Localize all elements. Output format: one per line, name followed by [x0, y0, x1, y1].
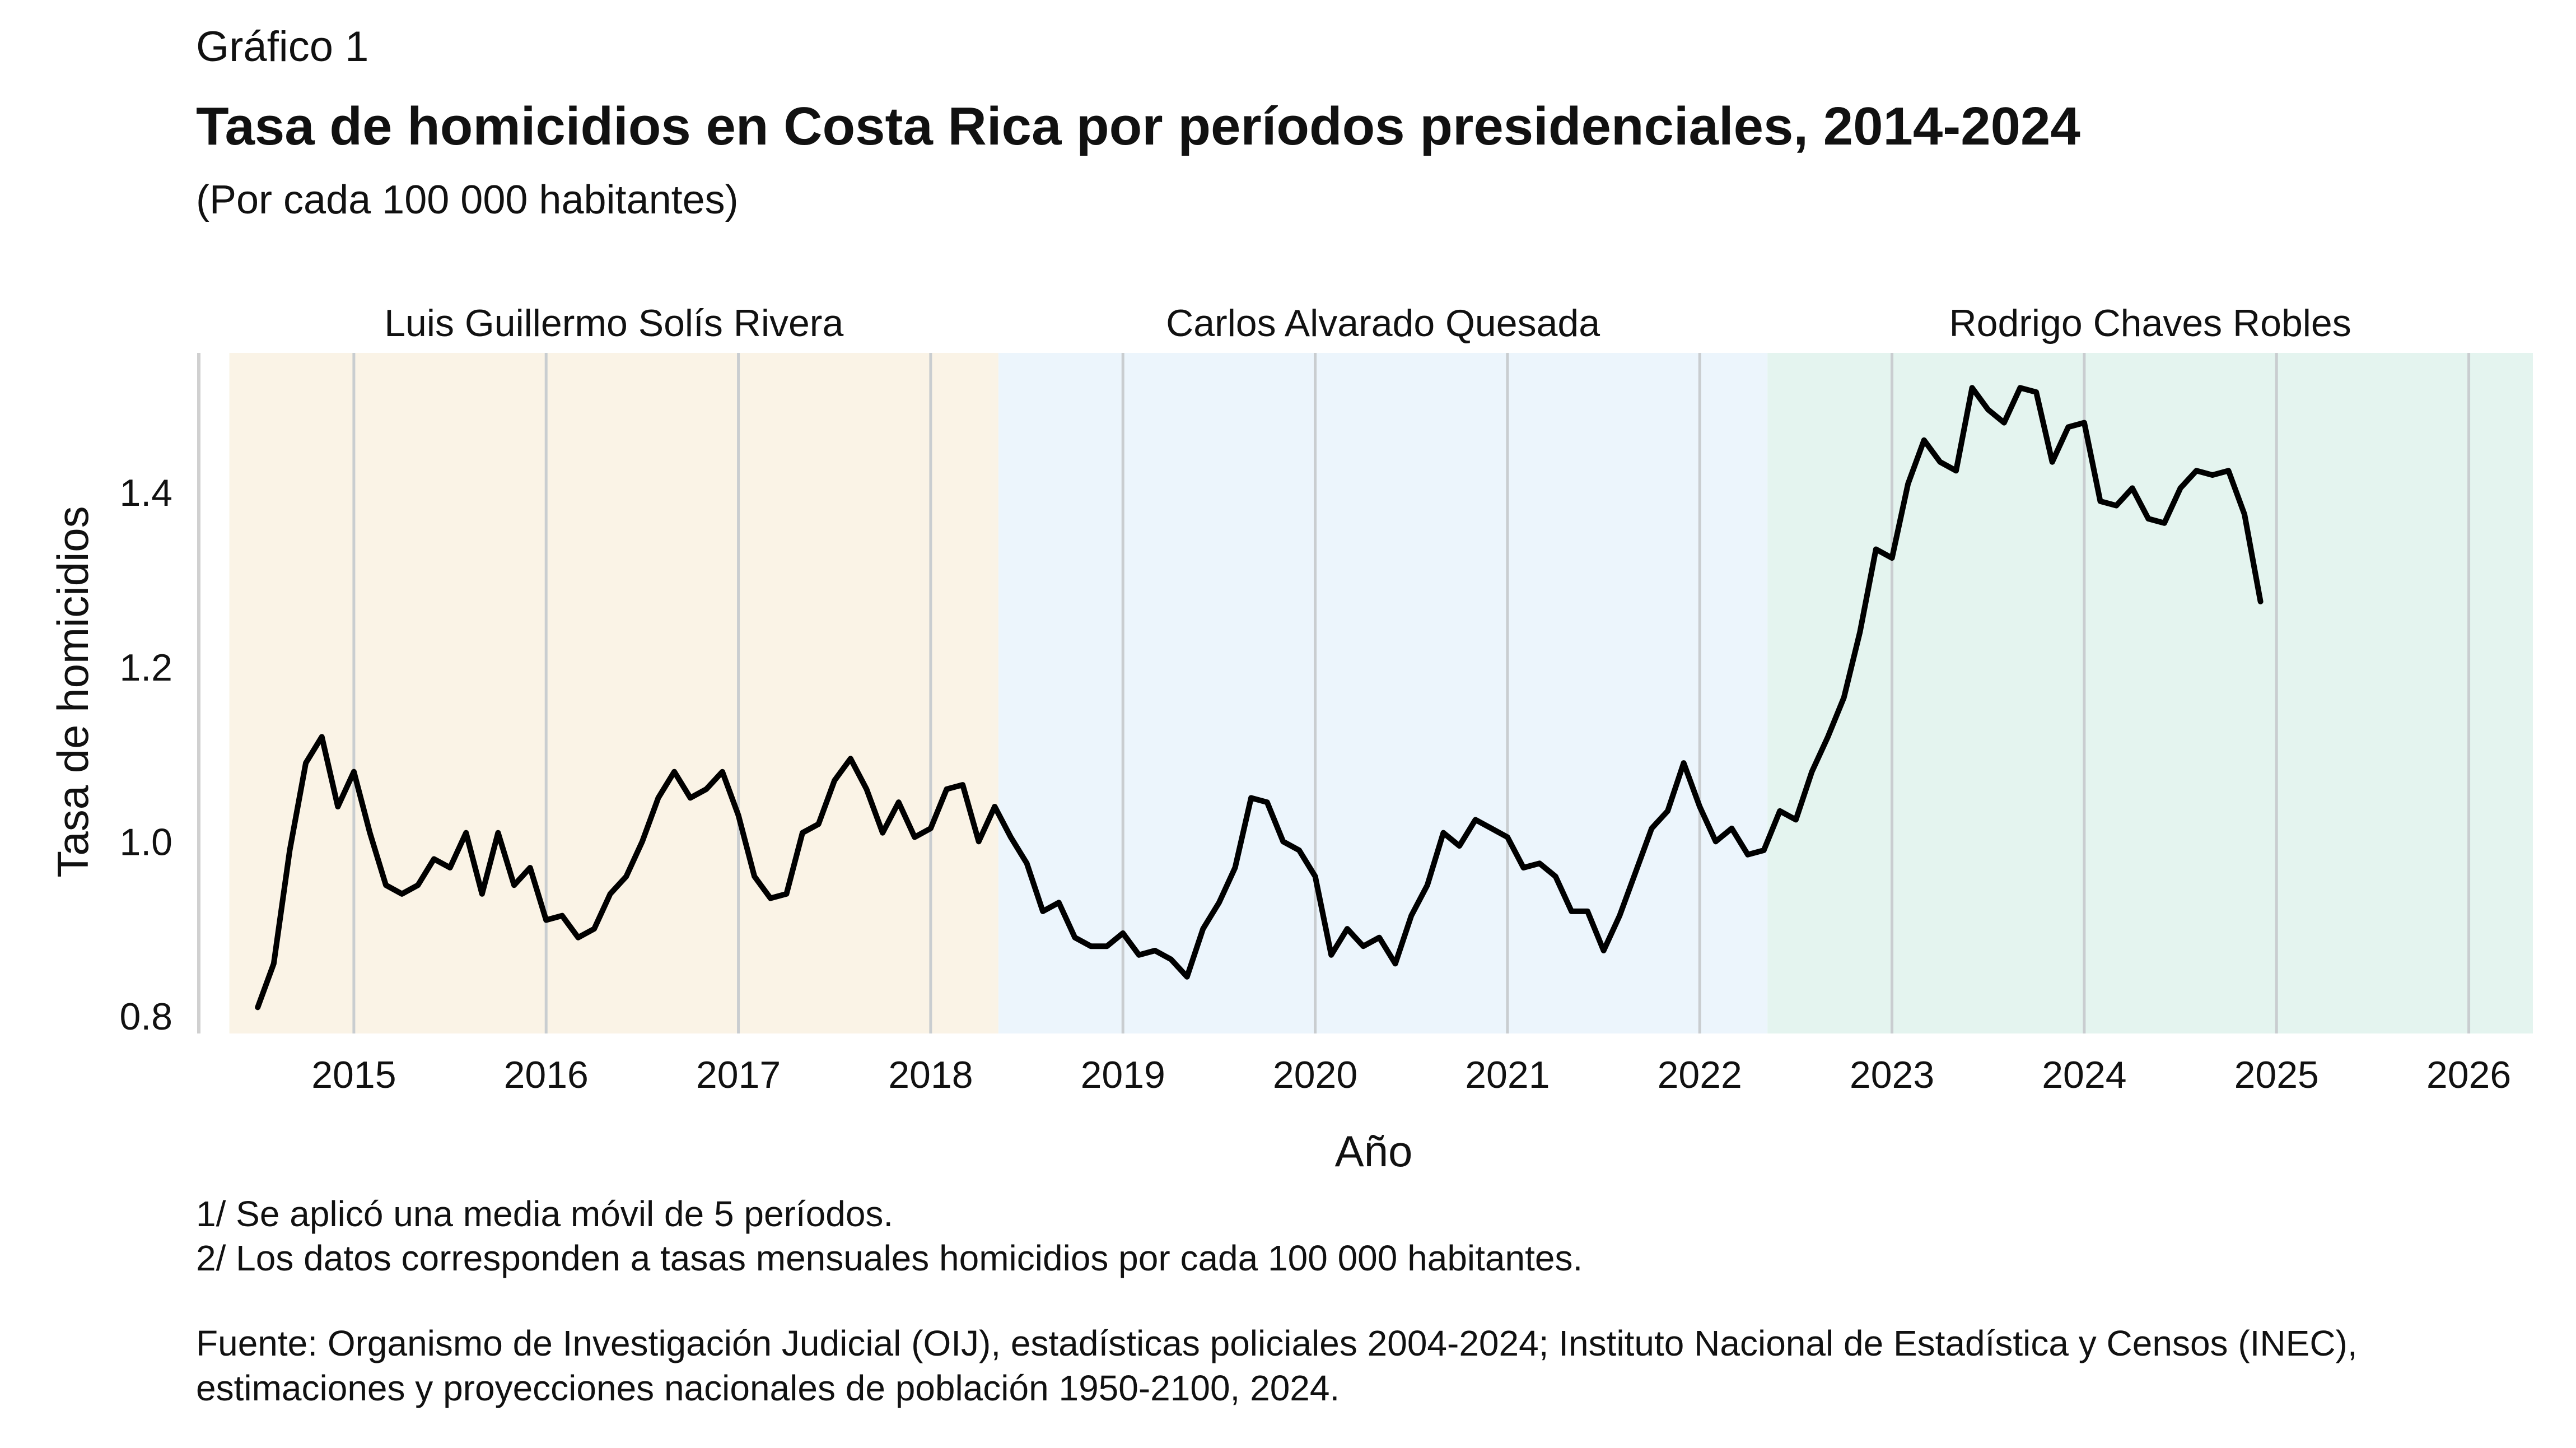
y-tick-1.4: 1.4 [119, 472, 172, 514]
y-tick-0.8: 0.8 [119, 995, 172, 1038]
x-tick-2021: 2021 [1465, 1054, 1550, 1096]
source-note: Fuente: Organismo de Investigación Judic… [196, 1323, 2358, 1408]
period-label-1: Luis Guillermo Solís Rivera [384, 302, 843, 344]
footnote-2: 2/ Los datos corresponden a tasas mensua… [196, 1238, 1583, 1278]
period-label-2: Carlos Alvarado Quesada [1166, 302, 1600, 344]
y-tick-1.0: 1.0 [119, 821, 172, 863]
x-tick-2025: 2025 [2234, 1054, 2319, 1096]
x-tick-2023: 2023 [1850, 1054, 1934, 1096]
homicide-rate-chart: Luis Guillermo Solís Rivera Carlos Alvara… [48, 302, 2533, 1176]
chart-subtitle: (Por cada 100 000 habitantes) [196, 178, 739, 222]
period-band-3 [1767, 353, 2533, 1033]
period-label-3: Rodrigo Chaves Robles [1949, 302, 2351, 344]
footnote-1: 1/ Se aplicó una media móvil de 5 períod… [196, 1194, 894, 1234]
footnotes: 1/ Se aplicó una media móvil de 5 períod… [196, 1192, 1583, 1281]
period-bands [229, 353, 2533, 1033]
period-band-1 [229, 353, 998, 1033]
y-axis-title: Tasa de homicidios [48, 506, 97, 877]
x-axis-title: Año [1335, 1126, 1413, 1176]
x-tick-2018: 2018 [888, 1054, 973, 1096]
x-tick-labels: 2015 2016 2017 2018 2019 2020 2021 2022 2023 2024… [311, 1054, 2511, 1096]
x-tick-2022: 2022 [1658, 1054, 1742, 1096]
chart-title: Tasa de homicidios en Costa Rica por per… [196, 96, 2080, 156]
y-tick-1.2: 1.2 [119, 646, 172, 689]
x-tick-2017: 2017 [696, 1054, 781, 1096]
figure-kicker: Gráfico 1 [196, 23, 369, 71]
x-tick-2016: 2016 [504, 1054, 589, 1096]
x-tick-2026: 2026 [2426, 1054, 2511, 1096]
x-tick-2015: 2015 [311, 1054, 396, 1096]
x-tick-2019: 2019 [1081, 1054, 1165, 1096]
x-tick-2020: 2020 [1273, 1054, 1357, 1096]
series-line [255, 385, 2264, 1011]
period-band-2 [998, 353, 1768, 1033]
period-labels: Luis Guillermo Solís Rivera Carlos Alvara… [384, 302, 2351, 344]
x-tick-2024: 2024 [2042, 1054, 2126, 1096]
y-tick-labels: 0.8 1.0 1.2 1.4 [119, 472, 172, 1038]
vertical-gridlines [352, 353, 2471, 1033]
